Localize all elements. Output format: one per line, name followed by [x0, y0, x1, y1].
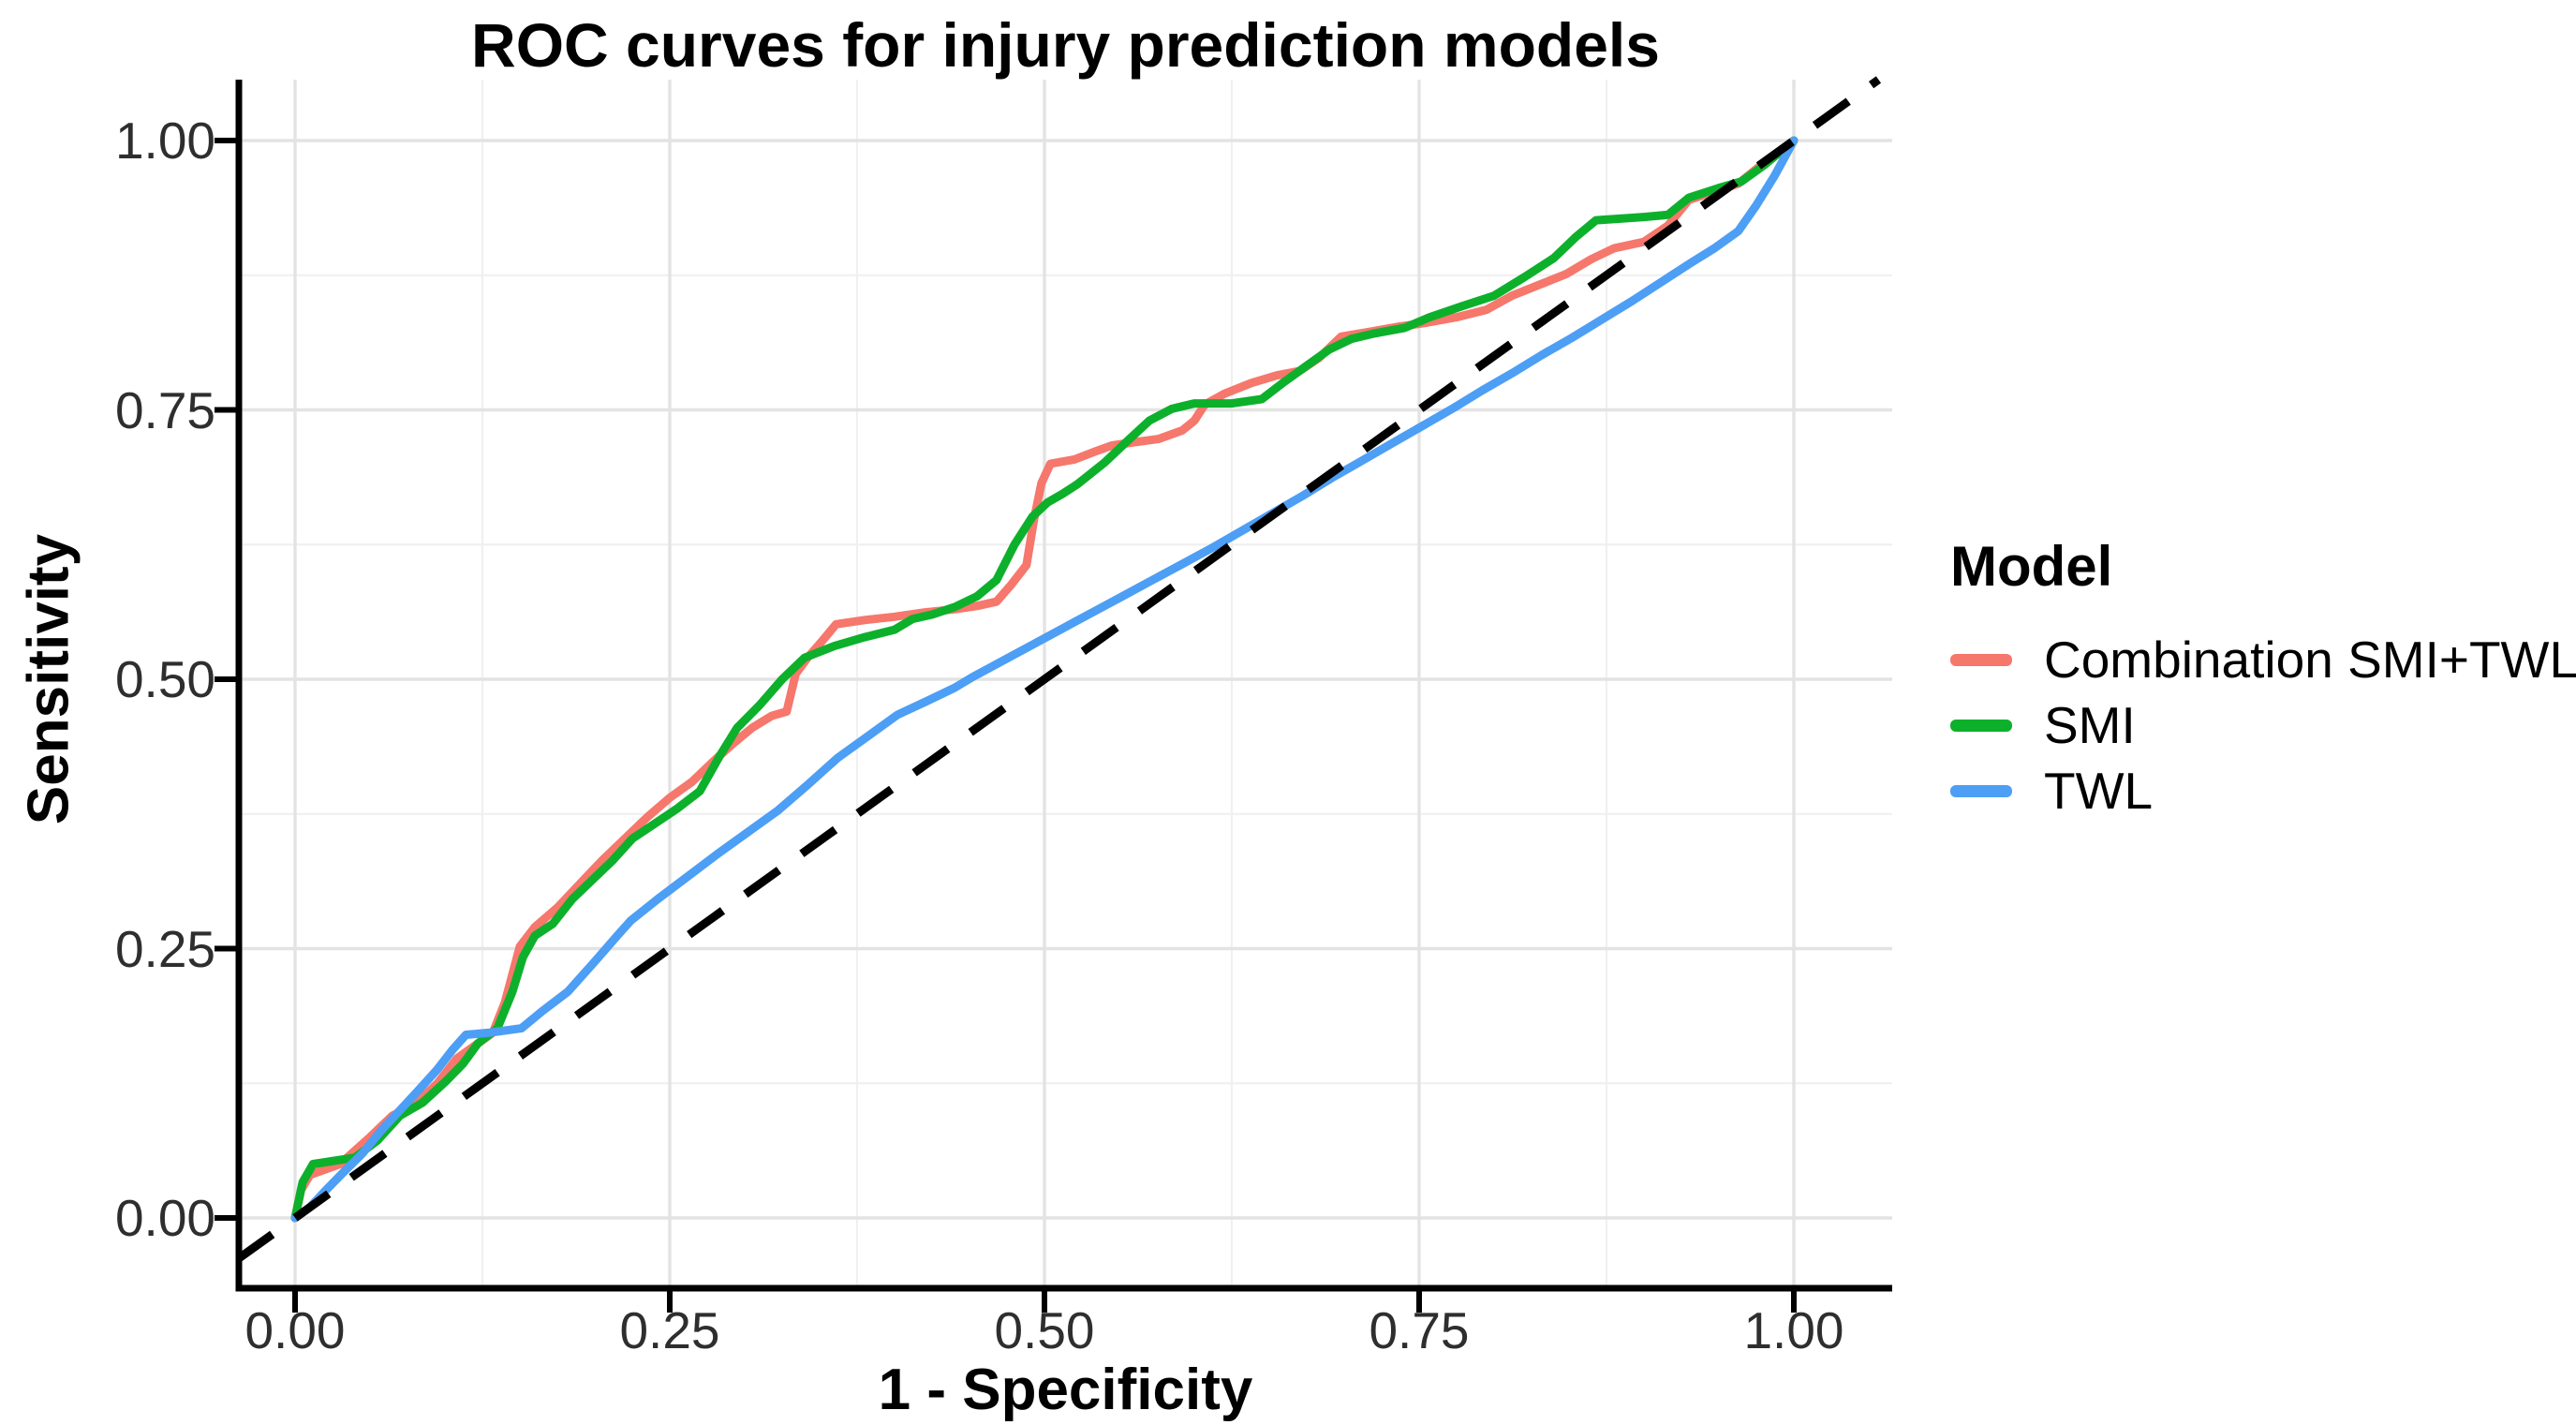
- y-tick-label: 0.25: [114, 919, 215, 978]
- legend-key-twl-line: [1950, 784, 2012, 797]
- x-tick-label: 0.00: [244, 1301, 346, 1359]
- x-tick-label: 0.75: [1369, 1301, 1470, 1359]
- legend-item-combination: Combination SMI+TWL: [1950, 627, 2576, 692]
- y-tick-label: 0.50: [114, 650, 215, 708]
- x-axis-title: 1 - Specificity: [878, 1358, 1253, 1422]
- x-tick-label: 1.00: [1743, 1301, 1844, 1359]
- legend-key-combination-line: [1950, 653, 2012, 666]
- legend-label-twl: TWL: [2044, 762, 2154, 820]
- legend-item-twl: TWL: [1950, 758, 2576, 824]
- y-tick-label: 1.00: [114, 111, 215, 170]
- legend-key-smi-line: [1950, 719, 2012, 732]
- legend-title: Model: [1950, 535, 2113, 598]
- y-tick-label: 0.75: [114, 380, 215, 439]
- chart-title: ROC curves for injury prediction models: [471, 10, 1660, 80]
- legend-item-smi: SMI: [1950, 692, 2576, 758]
- y-tick-label: 0.00: [114, 1189, 215, 1247]
- legend-label-smi: SMI: [2044, 696, 2136, 754]
- x-tick-label: 0.25: [619, 1301, 720, 1359]
- legend: Model Combination SMI+TWL SMI TWL: [1950, 534, 2576, 824]
- legend-label-combination: Combination SMI+TWL: [2044, 631, 2576, 689]
- y-axis-title: Sensitivity: [16, 533, 81, 825]
- x-tick-label: 0.50: [994, 1301, 1095, 1359]
